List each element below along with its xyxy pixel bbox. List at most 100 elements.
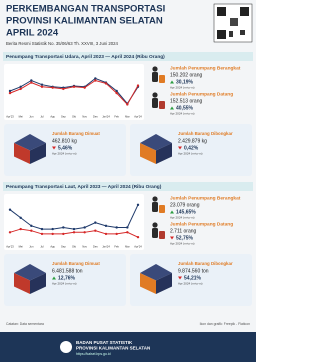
data-point — [8, 208, 12, 211]
data-point — [136, 235, 140, 239]
stat-change: 40,55% — [176, 105, 194, 111]
x-tick-label: Mei — [19, 115, 24, 119]
data-point — [94, 221, 97, 224]
change-arrow — [52, 276, 56, 280]
data-point — [30, 81, 33, 84]
stat-change: 54,21% — [184, 275, 202, 281]
qr-code — [213, 3, 253, 43]
subtitle: Berita Resmi Statistik No. 35/06/63 Th. … — [6, 41, 119, 46]
footer-org: BADAN PUSAT STATISTIK — [76, 340, 133, 345]
data-point — [94, 77, 97, 80]
icon — [159, 75, 165, 83]
x-tick-label: Jul — [40, 245, 44, 249]
change-arrow — [170, 236, 174, 240]
data-point — [40, 83, 44, 86]
stat-change: 0,42% — [184, 145, 199, 151]
stat-period: Apr 2024 (m-to-m) — [52, 151, 77, 155]
stat-value: 2.711 orang — [170, 228, 197, 234]
icon — [30, 273, 46, 294]
data-point — [136, 84, 140, 87]
icon — [140, 264, 172, 281]
data-point — [62, 87, 65, 91]
data-point — [19, 85, 22, 89]
icon — [30, 143, 46, 164]
data-point — [40, 232, 44, 236]
icon — [152, 222, 158, 228]
stat-label: Jumlah Penumpang Berangkat — [170, 65, 241, 71]
stat-value: 23.079 orang — [170, 202, 200, 208]
icon — [159, 231, 165, 239]
data-point — [72, 231, 76, 234]
stat-value: 152.513 orang — [170, 98, 202, 104]
x-tick-label: Mei — [19, 245, 24, 249]
data-point — [126, 231, 129, 234]
icon — [152, 202, 158, 212]
x-tick-label: Agu — [50, 245, 55, 249]
section-title: Penumpang Transportasi Udara, April 2023… — [6, 54, 165, 60]
data-point — [104, 82, 108, 85]
title-line: PERKEMBANGAN TRANSPORTASI — [6, 4, 165, 15]
stat-period: Apr 2024 (m-to-m) — [52, 281, 77, 285]
stat-value: 9.874.560 ton — [178, 268, 209, 274]
x-tick-label: Des — [93, 245, 98, 249]
stat-value: 150.202 orang — [170, 72, 202, 78]
data-point — [62, 232, 65, 236]
x-tick-label: Feb — [114, 115, 119, 119]
icon — [152, 92, 158, 98]
x-tick-label: Jul — [40, 115, 44, 119]
data-point — [104, 224, 108, 228]
stat-change: 145,65% — [176, 209, 196, 215]
data-point — [8, 89, 12, 93]
data-point — [115, 226, 118, 229]
stat-value: 462.810 kg — [52, 138, 77, 144]
data-point — [115, 89, 118, 93]
change-arrow — [170, 106, 174, 110]
icon — [159, 101, 165, 109]
title-line: APRIL 2024 — [6, 28, 59, 39]
change-arrow — [52, 146, 56, 150]
data-point — [62, 226, 65, 229]
stat-period: Apr 2024 (m-to-m) — [170, 111, 195, 115]
x-tick-label: Apr'24 — [134, 245, 142, 249]
stat-change: 12,76% — [58, 275, 76, 281]
icon — [14, 134, 46, 151]
x-tick-label: Jan'24 — [102, 115, 110, 119]
data-point — [30, 224, 33, 228]
icon — [156, 273, 172, 294]
icon — [156, 143, 172, 164]
data-point — [8, 91, 12, 95]
infographic: PERKEMBANGAN TRANSPORTASI PROVINSI KALIM… — [0, 0, 256, 362]
icon — [152, 196, 158, 202]
x-tick-label: Sep — [61, 115, 66, 119]
x-tick-label: Mar — [125, 115, 130, 119]
change-arrow — [178, 146, 182, 150]
icon — [14, 143, 30, 164]
stat-period: Apr 2024 (m-to-m) — [170, 215, 195, 219]
stat-period: Apr 2024 (m-to-m) — [170, 85, 195, 89]
data-point — [94, 79, 97, 82]
stat-period: Apr 2024 (m-to-m) — [170, 241, 195, 245]
section-header — [3, 52, 253, 61]
x-tick-label: Nov — [82, 115, 87, 119]
x-tick-label: Des — [93, 115, 98, 119]
data-point — [19, 87, 22, 91]
stat-label: Jumlah Barang Dimuat — [52, 261, 100, 266]
data-point — [51, 86, 54, 89]
data-point — [83, 231, 86, 234]
data-point — [51, 232, 54, 236]
change-arrow — [170, 210, 174, 214]
footer-org: PROVINSI KALIMANTAN SELATAN — [76, 346, 150, 351]
x-tick-label: Apr'24 — [134, 115, 142, 119]
data-point — [72, 85, 76, 89]
x-tick-label: Okt — [72, 245, 76, 249]
stat-value: 6.481.588 ton — [52, 268, 83, 274]
x-tick-label: Jan'24 — [102, 245, 110, 249]
stat-period: Apr 2024 (m-to-m) — [178, 281, 203, 285]
stat-period: Apr 2024 (m-to-m) — [178, 151, 203, 155]
stat-change: 30,19% — [176, 79, 194, 85]
logo — [60, 341, 72, 353]
credit: Ikon dan grafik: Freepik - Flaticon — [200, 322, 250, 326]
icon — [140, 143, 156, 164]
x-tick-label: Sep — [61, 245, 66, 249]
change-arrow — [170, 80, 174, 84]
